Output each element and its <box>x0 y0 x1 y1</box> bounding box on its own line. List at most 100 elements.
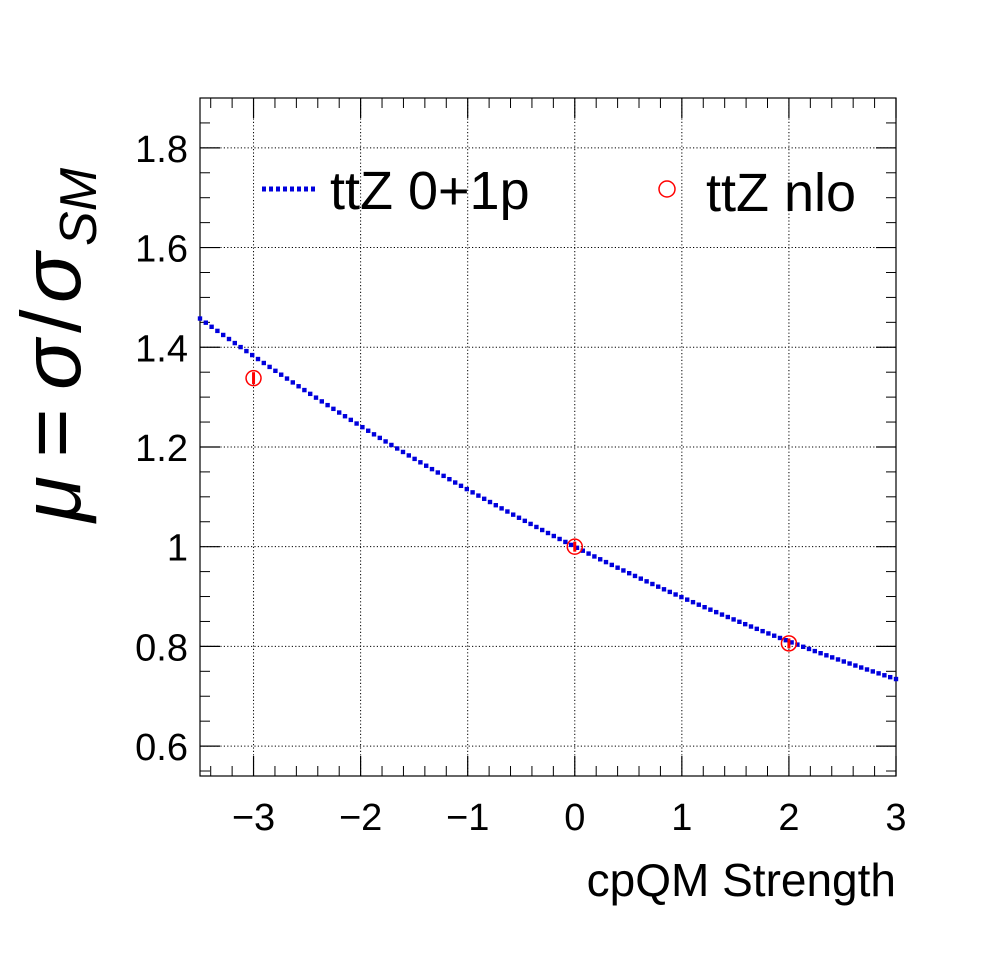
line-point-ttz-0p1p <box>830 655 835 660</box>
y-label-subscript-sm: SM <box>50 167 108 246</box>
line-point-ttz-0p1p <box>737 619 742 624</box>
line-point-ttz-0p1p <box>215 328 220 334</box>
line-point-ttz-0p1p <box>337 410 342 415</box>
line-point-ttz-0p1p <box>841 659 846 664</box>
line-point-ttz-0p1p <box>412 456 417 462</box>
line-point-ttz-0p1p <box>284 376 290 381</box>
line-point-ttz-0p1p <box>621 568 626 573</box>
x-tick-label: 2 <box>778 797 799 839</box>
line-point-ttz-0p1p <box>325 402 330 408</box>
line-point-ttz-0p1p <box>870 669 875 674</box>
y-tick-label: 1.4 <box>135 328 188 370</box>
line-point-ttz-0p1p <box>458 483 464 489</box>
line-point-ttz-0p1p <box>296 384 301 389</box>
x-tick-labels: −3 −2 −1 0 1 2 3 <box>232 797 907 839</box>
line-point-ttz-0p1p <box>864 667 870 672</box>
line-point-ttz-0p1p <box>342 414 348 419</box>
line-point-ttz-0p1p <box>371 432 377 437</box>
line-point-ttz-0p1p <box>499 506 504 511</box>
line-point-ttz-0p1p <box>627 571 632 576</box>
line-point-ttz-0p1p <box>731 617 736 622</box>
x-tick-label: −2 <box>339 797 382 839</box>
line-point-ttz-0p1p <box>783 638 788 643</box>
line-point-ttz-0p1p <box>673 592 678 597</box>
line-point-ttz-0p1p <box>267 364 272 370</box>
y-tick-label: 1.8 <box>135 129 188 171</box>
data-point-ttz-nlo <box>245 369 262 387</box>
line-point-ttz-0p1p <box>615 565 620 570</box>
y-label-slash: / <box>4 309 98 333</box>
y-label-equals: = <box>4 408 98 457</box>
line-point-ttz-0p1p <box>400 449 406 455</box>
line-point-ttz-0p1p <box>319 399 324 404</box>
line-point-ttz-0p1p <box>714 609 719 615</box>
line-point-ttz-0p1p <box>493 503 498 508</box>
line-point-ttz-0p1p <box>551 533 556 539</box>
legend-swatch-ttz-nlo <box>658 180 676 198</box>
line-point-ttz-0p1p <box>569 542 574 548</box>
line-point-ttz-0p1p <box>725 614 730 620</box>
line-point-ttz-0p1p <box>545 530 551 536</box>
x-tick-label: 0 <box>564 797 585 839</box>
series-ttz-nlo <box>245 369 798 652</box>
line-point-ttz-0p1p <box>250 352 255 358</box>
line-point-ttz-0p1p <box>789 640 794 645</box>
line-point-ttz-0p1p <box>696 602 701 607</box>
line-point-ttz-0p1p <box>244 348 249 354</box>
data-point-ttz-nlo <box>780 635 798 652</box>
line-point-ttz-0p1p <box>487 499 493 505</box>
x-tick-label: −3 <box>232 797 275 839</box>
line-point-ttz-0p1p <box>644 579 649 584</box>
line-point-ttz-0p1p <box>603 559 609 565</box>
line-point-ttz-0p1p <box>888 674 893 680</box>
line-point-ttz-0p1p <box>470 490 475 495</box>
series-ttz-0p1p <box>197 316 899 682</box>
y-axis-label: μ = σ / σ SM <box>4 167 108 524</box>
y-tick-label: 0.6 <box>135 727 188 769</box>
x-axis-label: cpQM Strength <box>587 854 896 906</box>
line-point-ttz-0p1p <box>795 642 800 647</box>
line-point-ttz-0p1p <box>893 676 899 682</box>
line-point-ttz-0p1p <box>719 612 725 617</box>
y-label-sigma-sm: σ <box>4 249 98 303</box>
line-point-ttz-0p1p <box>383 439 388 444</box>
line-point-ttz-0p1p <box>876 671 881 676</box>
x-tick-label: 1 <box>671 797 692 839</box>
legend-label-ttz-nlo: ttZ nlo <box>706 163 856 223</box>
y-tick-labels: 0.6 0.8 1 1.2 1.4 1.6 1.8 <box>135 129 188 769</box>
line-point-ttz-0p1p <box>534 524 539 530</box>
line-point-ttz-0p1p <box>748 624 754 629</box>
line-point-ttz-0p1p <box>406 453 411 458</box>
line-point-ttz-0p1p <box>331 406 336 412</box>
line-point-ttz-0p1p <box>690 599 696 605</box>
line-point-ttz-0p1p <box>656 584 661 589</box>
line-point-ttz-0p1p <box>835 657 841 662</box>
line-point-ttz-0p1p <box>232 340 237 346</box>
line-point-ttz-0p1p <box>685 597 690 602</box>
line-point-ttz-0p1p <box>203 320 208 325</box>
line-point-ttz-0p1p <box>708 607 713 612</box>
line-point-ttz-0p1p <box>522 518 527 524</box>
line-point-ttz-0p1p <box>806 646 812 652</box>
line-point-ttz-0p1p <box>313 395 319 400</box>
y-tick-label: 0.8 <box>135 627 188 669</box>
line-point-ttz-0p1p <box>348 417 353 423</box>
line-point-ttz-0p1p <box>847 661 852 666</box>
y-tick-label: 1.2 <box>135 428 188 470</box>
x-tick-label: −1 <box>446 797 489 839</box>
line-point-ttz-0p1p <box>377 435 382 441</box>
line-point-ttz-0p1p <box>255 356 261 362</box>
line-point-ttz-0p1p <box>777 635 783 641</box>
line-point-ttz-0p1p <box>586 551 591 556</box>
line-point-ttz-0p1p <box>226 336 232 342</box>
line-point-ttz-0p1p <box>766 631 771 636</box>
line-point-ttz-0p1p <box>221 332 226 338</box>
line-point-ttz-0p1p <box>424 463 429 468</box>
y-tick-label: 1 <box>167 528 188 570</box>
line-point-ttz-0p1p <box>563 539 568 545</box>
line-point-ttz-0p1p <box>592 554 597 559</box>
y-tick-label: 1.6 <box>135 229 188 271</box>
line-point-ttz-0p1p <box>482 496 487 502</box>
line-point-ttz-0p1p <box>882 673 887 678</box>
